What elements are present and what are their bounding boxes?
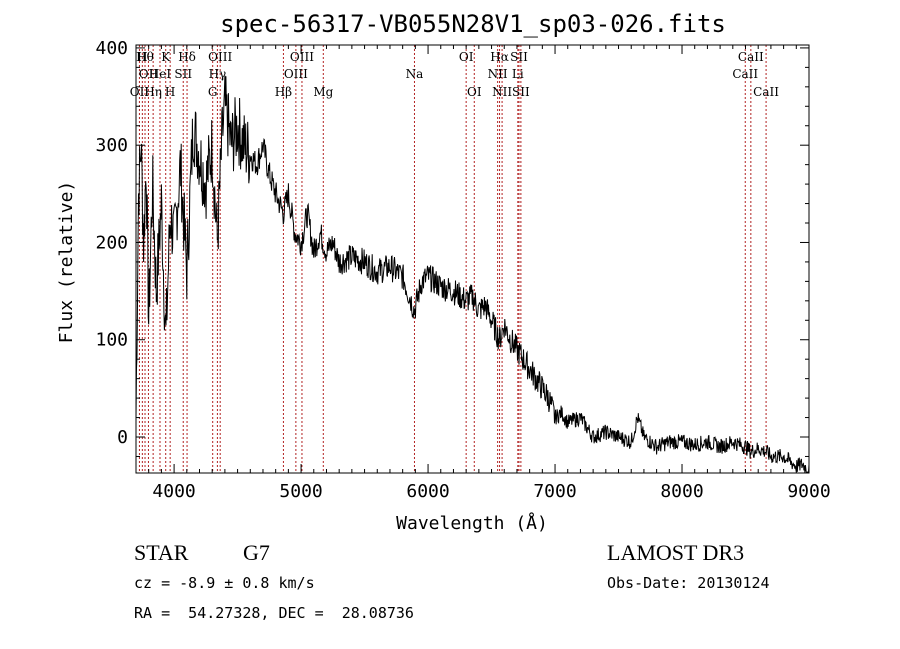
object-class: STAR <box>134 540 189 565</box>
line-marker-label: OIII <box>208 50 232 64</box>
line-marker-label: CaII <box>738 50 764 64</box>
x-tick-label: 7000 <box>533 481 576 502</box>
line-marker-label: OI <box>459 50 474 64</box>
line-marker-label: OII <box>130 85 150 99</box>
x-axis-label: Wavelength (Å) <box>396 512 548 534</box>
redshift-text: cz = -8.9 ± 0.8 km/s <box>134 574 315 592</box>
line-marker-label: SII <box>512 85 530 99</box>
spectrum-line <box>135 75 810 474</box>
chart-title: spec-56317-VB055N28V1_sp03-026.fits <box>220 10 726 38</box>
y-tick-label: 100 <box>95 330 128 351</box>
x-tick-label: 5000 <box>279 481 322 502</box>
line-marker-label: OII <box>139 67 159 81</box>
line-marker-label: Mg <box>313 85 333 99</box>
plot-frame <box>135 44 810 474</box>
y-tick-label: 300 <box>95 135 128 156</box>
observation-date: Obs-Date: 20130124 <box>607 574 770 592</box>
line-marker-label: H <box>137 50 147 64</box>
line-marker-label: OIII <box>284 67 308 81</box>
x-tick-label: 6000 <box>406 481 449 502</box>
y-axis: 0 100 200 300 400 <box>95 38 809 457</box>
line-marker-label: NII <box>488 67 508 81</box>
line-marker-label: Hθ <box>136 50 154 64</box>
line-marker-label: Hα <box>490 50 509 64</box>
line-marker-label: Li <box>512 67 524 81</box>
line-marker-label: Hβ <box>275 85 292 99</box>
line-marker-label: SII <box>510 50 528 64</box>
line-marker-label: OI <box>467 85 482 99</box>
emission-line-markers <box>138 45 767 473</box>
line-marker-label: OIII <box>290 50 314 64</box>
line-marker-label: CaII <box>753 85 779 99</box>
line-marker-label: K <box>161 50 171 64</box>
survey-name: LAMOST DR3 <box>607 540 745 565</box>
y-tick-label: 200 <box>95 232 128 253</box>
x-tick-label: 9000 <box>787 481 830 502</box>
x-tick-label: 8000 <box>660 481 703 502</box>
line-marker-label: SII <box>174 67 192 81</box>
line-marker-label: CaII <box>732 67 758 81</box>
x-tick-label: 4000 <box>152 481 195 502</box>
line-marker-label: Hη <box>144 85 162 99</box>
line-marker-label: H <box>165 85 175 99</box>
emission-line-labels: OIIHHθOIIHηHeIKHSIIHδGHγOIIIHβOIIIOIIIMg… <box>130 50 779 99</box>
x-axis: 4000 5000 6000 7000 8000 9000 <box>148 45 831 502</box>
y-axis-label: Flux (relative) <box>56 181 77 344</box>
object-subclass: G7 <box>243 540 270 565</box>
line-marker-label: NII <box>492 85 512 99</box>
line-marker-label: Na <box>406 67 424 81</box>
y-tick-label: 0 <box>117 427 128 448</box>
coordinates-text: RA = 54.27328, DEC = 28.08736 <box>134 604 414 622</box>
line-marker-label: G <box>208 85 218 99</box>
line-marker-label: HeI <box>149 67 172 81</box>
line-marker-label: Hδ <box>178 50 196 64</box>
line-marker-label: Hγ <box>209 67 227 81</box>
y-tick-label: 400 <box>95 38 128 59</box>
